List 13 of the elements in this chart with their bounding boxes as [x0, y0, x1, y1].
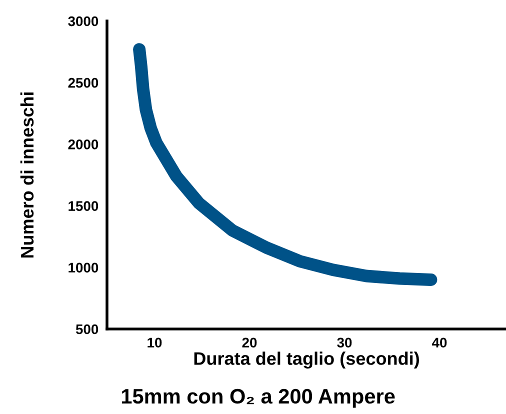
y-tick-label: 2500 [68, 78, 98, 88]
y-tick-label: 2000 [68, 140, 98, 150]
y-tick-label: 1000 [68, 262, 98, 273]
text: 15mm con O₂ a 200 Ampere [122, 388, 395, 408]
x-tick-label: 30 [337, 338, 352, 348]
y-axis-title: Numero di inneschi [20, 92, 34, 258]
y-tick-label: 3000 [68, 16, 98, 26]
x-tick-label: 10 [148, 338, 162, 348]
x-tick-label: 40 [432, 338, 447, 348]
x-tick-label: 20 [242, 338, 257, 348]
y-tick-label: 500 [76, 324, 98, 334]
y-tick-label: 1500 [68, 201, 98, 211]
x-axis-title: Durata del taglio (secondi) [194, 352, 419, 369]
